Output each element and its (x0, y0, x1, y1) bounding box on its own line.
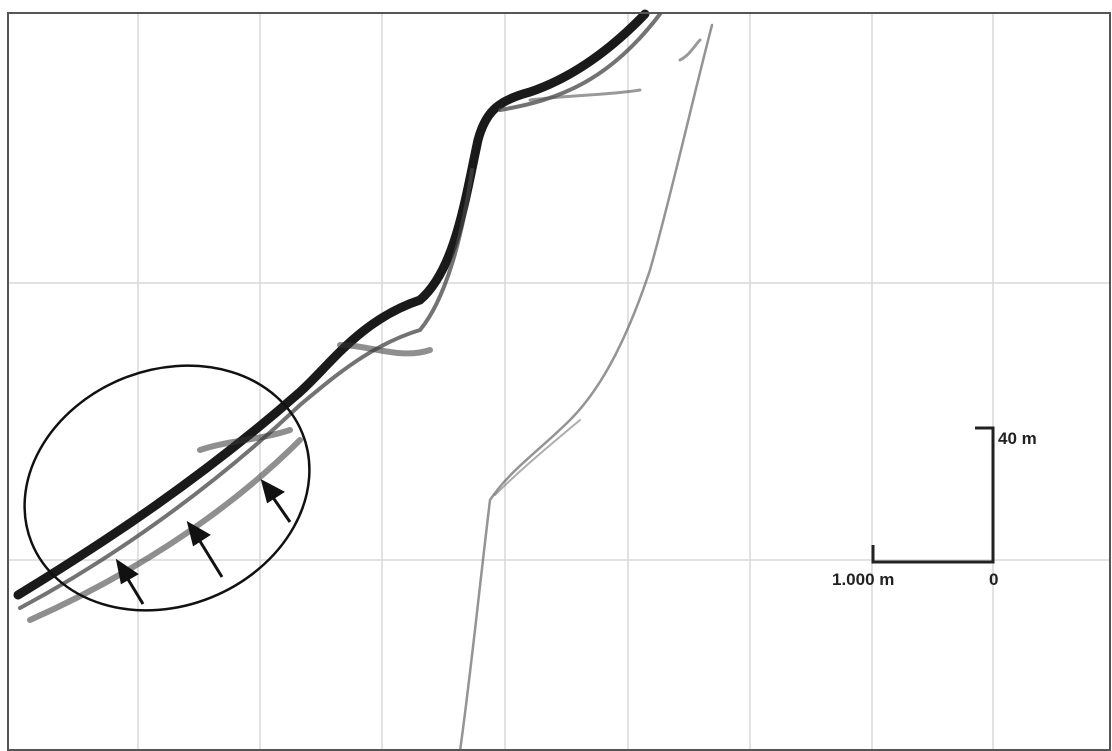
horizontal-scale-label: 1.000 m (832, 570, 894, 589)
profile-figure: 40 m 1.000 m 0 (0, 0, 1112, 751)
origin-label: 0 (989, 570, 998, 589)
vertical-scale-label: 40 m (998, 429, 1037, 448)
background (0, 0, 1112, 751)
